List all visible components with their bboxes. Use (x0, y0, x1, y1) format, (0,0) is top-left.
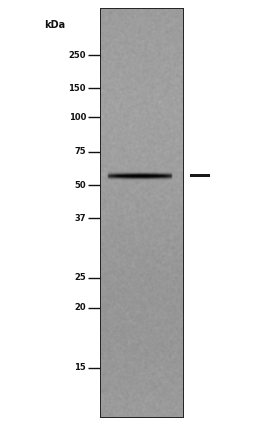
Text: 100: 100 (69, 113, 86, 122)
Text: 150: 150 (69, 83, 86, 93)
Text: 37: 37 (74, 213, 86, 223)
Text: 20: 20 (74, 303, 86, 312)
Text: kDa: kDa (45, 20, 66, 30)
Text: 250: 250 (69, 51, 86, 60)
Text: 50: 50 (74, 181, 86, 190)
Text: 25: 25 (74, 274, 86, 283)
Text: 15: 15 (74, 363, 86, 372)
Text: 75: 75 (74, 147, 86, 156)
